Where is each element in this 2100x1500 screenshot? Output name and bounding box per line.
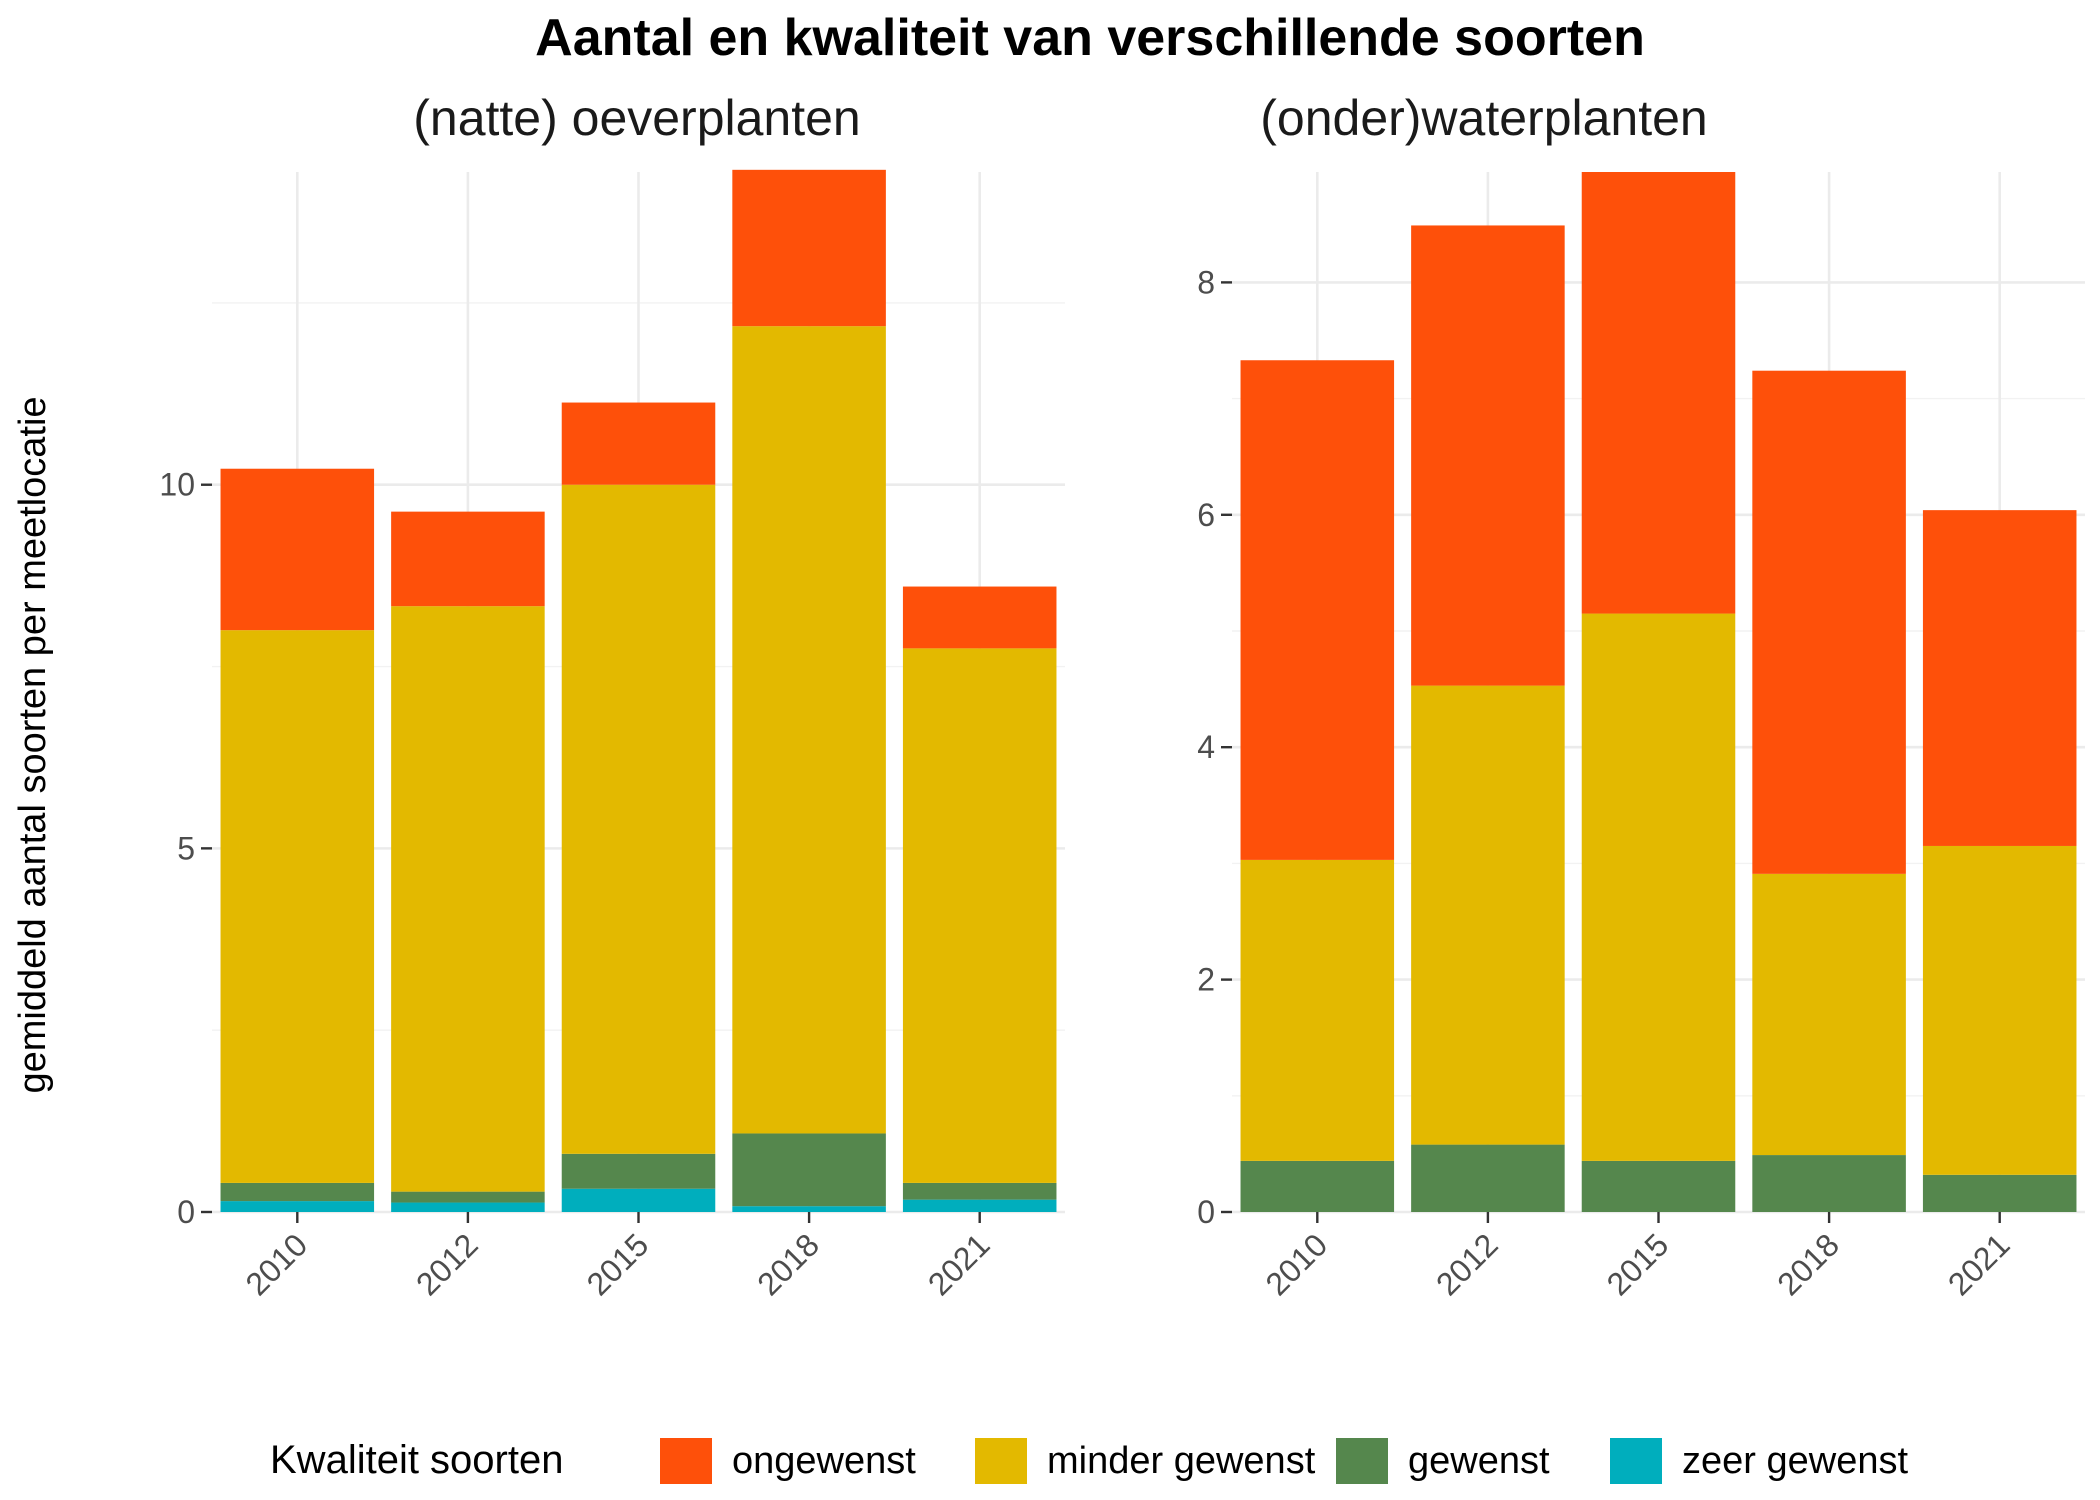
panel-oeverplanten: (natte) oeverplanten 0 5 10 2010 2012 2015 201… (159, 90, 1065, 1302)
x-tick-label: 2015 (580, 1226, 656, 1302)
legend-key-minder-gewenst (975, 1438, 1027, 1484)
y-tick-label: 6 (1197, 497, 1215, 533)
x-tick-label: 2012 (1429, 1226, 1505, 1302)
bar-segment-zeer-gewenst-2018 (732, 1206, 886, 1212)
bar-segment-gewenst-2012 (1411, 1144, 1565, 1212)
bar-segment-gewenst-2021 (902, 1182, 1057, 1200)
bar-segment-ongewenst-2021 (1922, 510, 2077, 846)
bar-segment-zeer-gewenst-2012 (391, 1202, 545, 1212)
y-tick-label: 10 (159, 467, 195, 503)
bar-segment-ongewenst-2018 (732, 169, 886, 327)
panel-title: (natte) oeverplanten (413, 90, 861, 146)
x-tick-label: 2010 (1258, 1226, 1334, 1302)
legend-label: zeer gewenst (1682, 1440, 1908, 1482)
x-tick-label: 2010 (238, 1226, 314, 1302)
legend-key-zeer-gewenst (1610, 1438, 1662, 1484)
bar-segment-gewenst-2021 (1922, 1174, 2077, 1212)
panel-title: (onder)waterplanten (1260, 90, 1708, 146)
y-tick-label: 5 (177, 830, 195, 866)
bar-segment-ongewenst-2018 (1752, 370, 1906, 874)
chart-title: Aantal en kwaliteit van verschillende so… (535, 9, 1645, 67)
y-axis-title: gemiddeld aantal soorten per meetlocatie (12, 396, 54, 1093)
bar-segment-gewenst-2015 (1581, 1160, 1736, 1212)
legend-key-ongewenst (660, 1438, 712, 1484)
x-tick-label: 2021 (1941, 1226, 2017, 1302)
legend-key-gewenst (1336, 1438, 1388, 1484)
bar-segment-ongewenst-2010 (1240, 360, 1395, 860)
bar-segment-gewenst-2018 (1752, 1155, 1906, 1212)
bar-segment-gewenst-2012 (391, 1191, 545, 1203)
y-tick-label: 2 (1197, 962, 1215, 998)
legend-label: ongewenst (732, 1440, 916, 1482)
bar-segment-minder-gewenst-2010 (220, 630, 375, 1183)
y-tick-label: 0 (1197, 1194, 1215, 1230)
bar-segment-zeer-gewenst-2021 (902, 1199, 1057, 1212)
bar-segment-ongewenst-2015 (1581, 172, 1736, 614)
bar-segment-ongewenst-2021 (902, 586, 1057, 649)
bar-segment-zeer-gewenst-2010 (220, 1201, 375, 1212)
bar-segment-minder-gewenst-2012 (391, 606, 545, 1192)
y-tick-label: 0 (177, 1194, 195, 1230)
bar-segment-ongewenst-2010 (220, 468, 375, 631)
x-tick-label: 2018 (750, 1226, 826, 1302)
legend-title: Kwaliteit soorten (270, 1438, 563, 1482)
panel-waterplanten: (onder)waterplanten 0 2 4 6 8 2010 2012 2015 201… (1197, 90, 2085, 1302)
bar-segment-gewenst-2010 (1240, 1160, 1395, 1212)
bar-segment-ongewenst-2012 (1411, 225, 1565, 686)
bar-segment-minder-gewenst-2010 (1240, 859, 1395, 1161)
bar-segment-gewenst-2010 (220, 1182, 375, 1202)
bar-segment-minder-gewenst-2015 (561, 484, 716, 1154)
bar-segment-minder-gewenst-2021 (1922, 845, 2077, 1175)
x-tick-label: 2021 (921, 1226, 997, 1302)
bar-segment-minder-gewenst-2012 (1411, 685, 1565, 1145)
bar-segment-minder-gewenst-2021 (902, 648, 1057, 1183)
x-tick-label: 2015 (1600, 1226, 1676, 1302)
y-tick-label: 4 (1197, 729, 1215, 765)
bar-segment-minder-gewenst-2018 (1752, 873, 1906, 1156)
bar-segment-ongewenst-2015 (561, 402, 716, 485)
x-tick-label: 2018 (1770, 1226, 1846, 1302)
bar-segment-zeer-gewenst-2015 (561, 1188, 716, 1212)
bar-segment-gewenst-2015 (561, 1153, 716, 1189)
bar-segment-minder-gewenst-2018 (732, 326, 886, 1134)
bar-segment-minder-gewenst-2015 (1581, 613, 1736, 1161)
bar-segment-ongewenst-2012 (391, 511, 545, 607)
x-tick-label: 2012 (409, 1226, 485, 1302)
bar-segment-gewenst-2018 (732, 1133, 886, 1207)
y-tick-label: 8 (1197, 264, 1215, 300)
legend-label: gewenst (1408, 1440, 1550, 1482)
legend: Kwaliteit soorten ongewenst minder gewens… (270, 1438, 1908, 1484)
legend-label: minder gewenst (1047, 1440, 1316, 1482)
